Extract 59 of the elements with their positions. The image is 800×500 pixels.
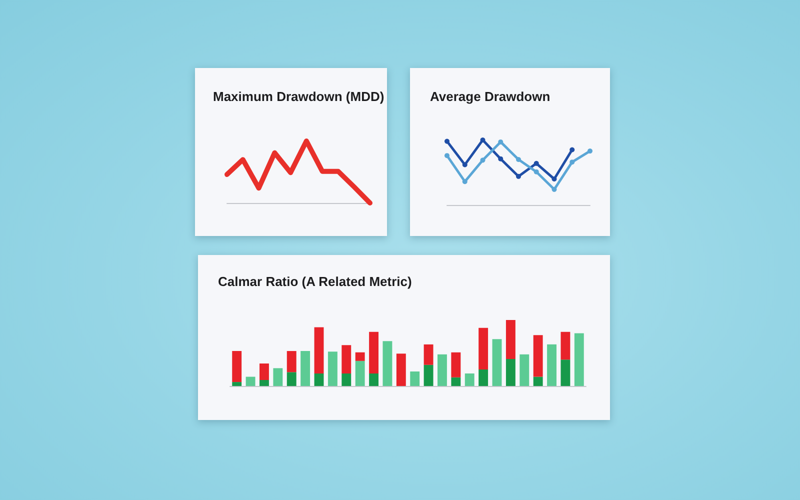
point (516, 174, 521, 179)
point (588, 148, 592, 154)
bar (520, 354, 530, 386)
bar (560, 360, 570, 386)
bar (342, 373, 352, 386)
bar (424, 344, 434, 365)
point (534, 169, 539, 174)
point (534, 160, 539, 166)
bar (438, 354, 447, 386)
bar (342, 345, 352, 374)
point (480, 158, 486, 163)
bar (464, 373, 474, 386)
bar (328, 352, 338, 386)
point (552, 176, 557, 182)
bar (478, 328, 488, 370)
bar (314, 373, 324, 386)
point (462, 162, 468, 168)
bar (246, 376, 256, 386)
bar (260, 364, 269, 380)
point (444, 153, 450, 158)
bar (451, 352, 461, 378)
bar (300, 351, 310, 386)
bar (369, 332, 378, 374)
bar (560, 332, 570, 360)
bar (492, 339, 502, 386)
bar (547, 344, 556, 386)
bar (355, 360, 365, 386)
point (570, 160, 575, 165)
bar (355, 352, 365, 361)
point (516, 157, 521, 162)
point (480, 138, 486, 142)
bar (533, 376, 543, 386)
bar (260, 380, 269, 386)
point (498, 139, 504, 144)
bar (369, 373, 378, 386)
chart-title: Average Drawdown (430, 89, 550, 104)
bar (574, 333, 584, 386)
bar (396, 354, 406, 386)
point (552, 186, 557, 192)
bar (382, 341, 392, 386)
bar (451, 377, 461, 386)
bar (424, 364, 434, 386)
bar (478, 370, 488, 386)
bar (232, 382, 242, 386)
bar (273, 368, 283, 386)
point (498, 156, 504, 162)
bar (286, 351, 296, 372)
bar (286, 372, 296, 386)
chart-title: Maximum Drawdown (MDD) (213, 89, 384, 104)
bar (410, 371, 420, 386)
bar (232, 351, 242, 382)
bar (506, 320, 516, 359)
point (444, 138, 450, 144)
chart-title: Calmar Ratio (A Related Metric) (218, 274, 412, 289)
point (570, 147, 575, 152)
bar (533, 335, 543, 377)
point (462, 179, 468, 184)
bar (506, 358, 516, 386)
bar (314, 327, 324, 374)
